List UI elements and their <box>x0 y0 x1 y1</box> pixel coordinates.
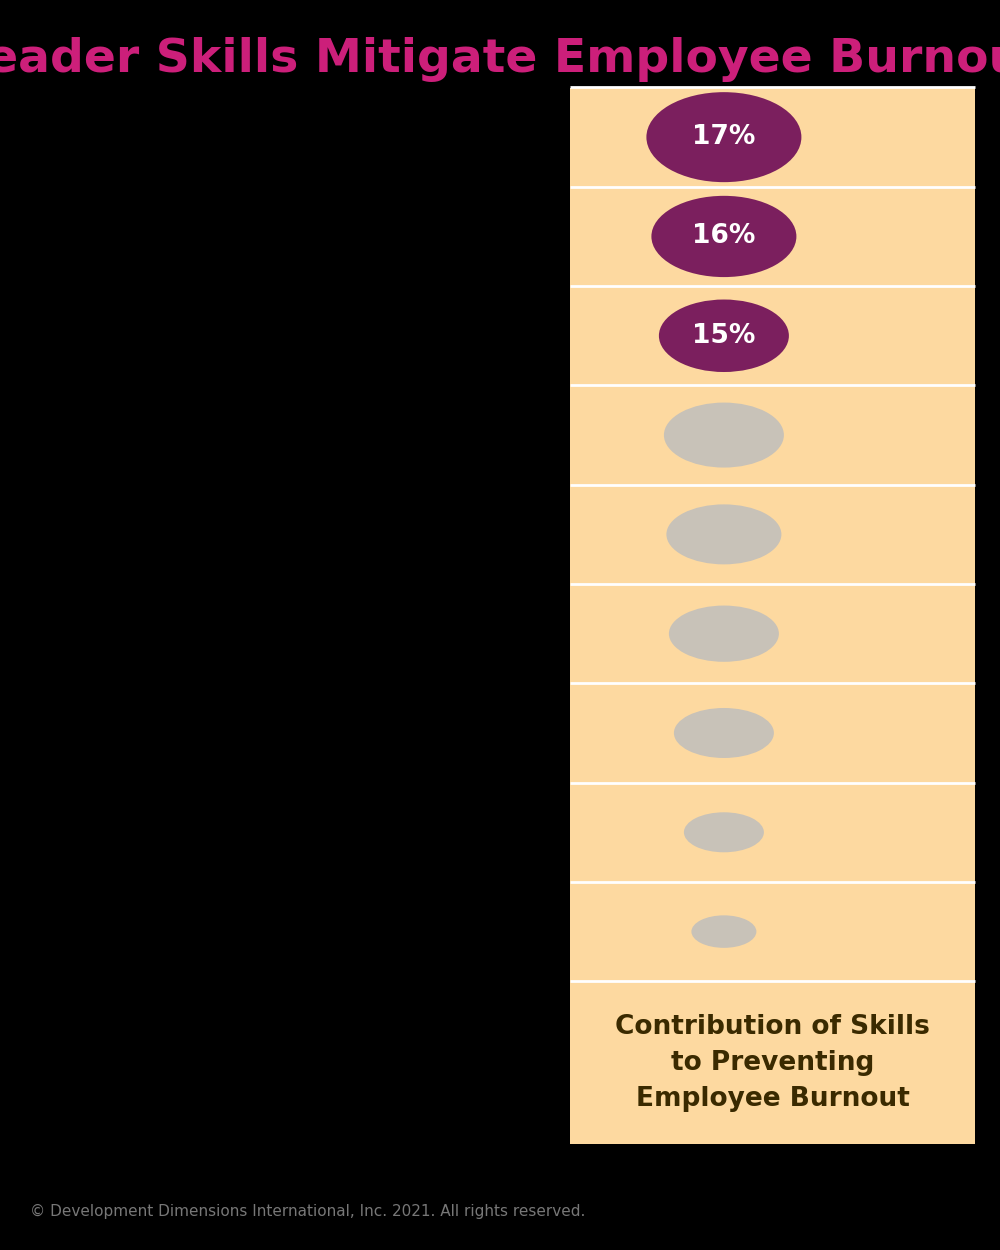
Ellipse shape <box>669 605 779 661</box>
FancyBboxPatch shape <box>570 88 975 1144</box>
Text: 15%: 15% <box>692 322 756 349</box>
Text: Contribution of Skills
to Preventing
Employee Burnout: Contribution of Skills to Preventing Emp… <box>615 1014 930 1111</box>
Ellipse shape <box>651 196 796 278</box>
Text: © Development Dimensions International, Inc. 2021. All rights reserved.: © Development Dimensions International, … <box>30 1204 585 1219</box>
Ellipse shape <box>666 504 781 565</box>
Ellipse shape <box>684 812 764 852</box>
Ellipse shape <box>691 915 756 948</box>
Ellipse shape <box>659 300 789 372</box>
Ellipse shape <box>664 402 784 468</box>
Ellipse shape <box>674 707 774 757</box>
Text: 16%: 16% <box>692 224 756 250</box>
Text: 17%: 17% <box>692 124 756 150</box>
Text: Leader Skills Mitigate Employee Burnout: Leader Skills Mitigate Employee Burnout <box>0 38 1000 82</box>
Ellipse shape <box>646 92 801 182</box>
